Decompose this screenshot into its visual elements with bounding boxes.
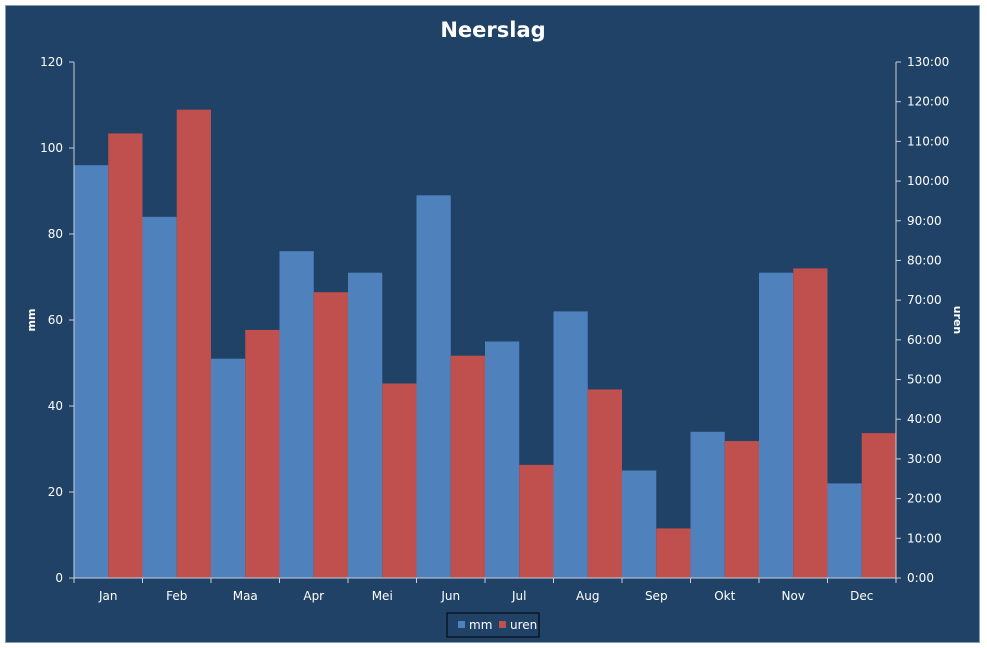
y2-tick-label: 90:00 <box>907 214 942 228</box>
bar-mm-nov <box>759 272 794 578</box>
x-tick-label: Jun <box>440 589 460 603</box>
x-tick-label: Mei <box>372 589 393 603</box>
y2-tick-label: 130:00 <box>907 55 949 69</box>
y-tick-label: 0 <box>55 571 63 585</box>
y2-tick-label: 110:00 <box>907 134 949 148</box>
bar-mm-apr <box>279 251 314 578</box>
x-tick-label: Jan <box>98 589 118 603</box>
legend-swatch-mm <box>458 621 465 628</box>
bar-mm-aug <box>553 311 588 578</box>
y2-tick-label: 10:00 <box>907 531 942 545</box>
y2-tick-label: 0:00 <box>907 571 934 585</box>
bar-mm-okt <box>690 431 725 578</box>
bar-mm-sep <box>622 470 657 578</box>
x-tick-label: Nov <box>782 589 805 603</box>
y-tick-label: 60 <box>48 313 63 327</box>
y2-tick-label: 100:00 <box>907 174 949 188</box>
bar-mm-mei <box>348 272 383 578</box>
bar-mm-jul <box>485 341 520 578</box>
x-tick-label: Jul <box>511 589 526 603</box>
bars-group <box>74 109 896 579</box>
legend-label-uren: uren <box>510 618 537 632</box>
legend-label-mm: mm <box>469 618 492 632</box>
bar-mm-dec <box>827 483 862 578</box>
y2-tick-label: 40:00 <box>907 412 942 426</box>
y-tick-label: 120 <box>40 55 63 69</box>
bar-uren-sep <box>656 528 691 578</box>
bar-uren-okt <box>724 441 759 578</box>
y-tick-label: 20 <box>48 485 63 499</box>
bar-uren-nov <box>793 268 828 578</box>
x-tick-label: Feb <box>166 589 187 603</box>
y-tick-label: 80 <box>48 227 63 241</box>
x-tick-label: Okt <box>714 589 735 603</box>
legend-swatch-uren <box>499 621 506 628</box>
y2-tick-label: 20:00 <box>907 492 942 506</box>
axes-group: 0 20 40 60 80 100 120 0:00 10:00 20:00 30:00 40:00 5… <box>40 55 949 603</box>
chart-title: Neerslag <box>440 18 545 42</box>
bar-uren-apr <box>313 292 348 578</box>
y-axis-title: mm <box>25 309 38 332</box>
y2-tick-label: 50:00 <box>907 373 942 387</box>
y2-tick-label: 60:00 <box>907 333 942 347</box>
x-tick-label: Maa <box>233 589 258 603</box>
x-tick-label: Aug <box>576 589 599 603</box>
bar-uren-jul <box>519 464 554 578</box>
bar-uren-jun <box>450 355 485 578</box>
x-tick-label: Apr <box>303 589 324 603</box>
bar-mm-feb <box>142 216 177 579</box>
bar-mm-jan <box>74 165 109 578</box>
y-tick-label: 100 <box>40 141 63 155</box>
bar-uren-aug <box>587 389 622 578</box>
y2-tick-label: 120:00 <box>907 95 949 109</box>
bar-mm-jun <box>416 195 451 579</box>
legend: mm uren <box>446 612 540 638</box>
y2-tick-label: 80:00 <box>907 253 942 267</box>
x-tick-label: Sep <box>645 589 668 603</box>
bar-uren-jan <box>108 133 143 578</box>
bar-uren-maa <box>245 329 280 578</box>
bar-uren-feb <box>176 109 211 578</box>
x-tick-label: Dec <box>850 589 873 603</box>
y2-axis-title: uren <box>951 306 964 335</box>
y2-tick-label: 30:00 <box>907 452 942 466</box>
y2-tick-label: 70:00 <box>907 293 942 307</box>
bar-uren-mei <box>382 383 417 578</box>
bar-mm-maa <box>211 358 246 578</box>
bar-uren-dec <box>861 433 896 578</box>
y-tick-label: 40 <box>48 399 63 413</box>
